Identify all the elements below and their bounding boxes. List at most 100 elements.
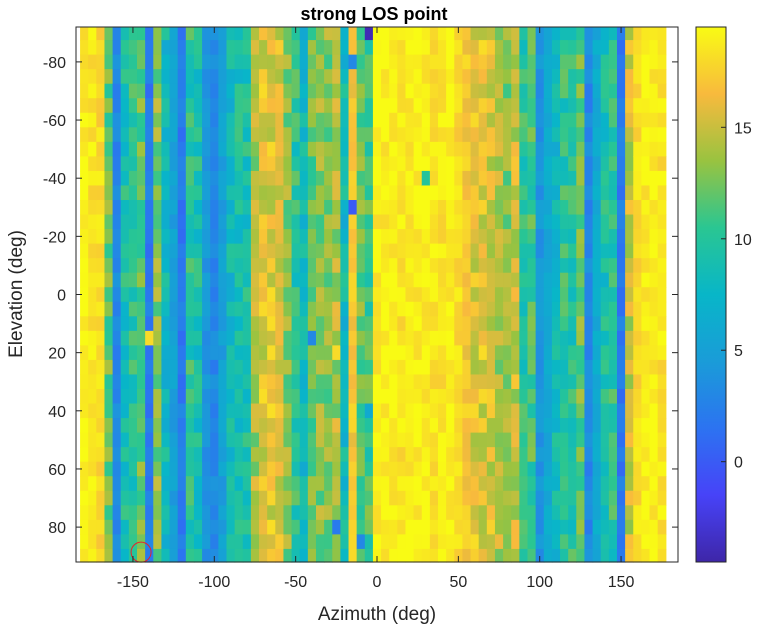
heatmap-cell <box>128 316 138 332</box>
heatmap-cell <box>413 112 423 128</box>
heatmap-cell <box>177 54 187 70</box>
heatmap-cell <box>259 505 268 521</box>
heatmap-cell <box>283 258 293 274</box>
heatmap-cell <box>421 534 431 550</box>
heatmap-cell <box>551 359 561 376</box>
heatmap-cell <box>250 112 260 128</box>
heatmap-cell <box>234 403 244 419</box>
heatmap-cell <box>633 98 642 114</box>
heatmap-cell <box>527 505 537 521</box>
heatmap-cell <box>226 461 236 477</box>
heatmap-cell <box>551 83 561 99</box>
heatmap-cell <box>112 519 122 535</box>
heatmap-cell <box>372 534 382 550</box>
heatmap-cell <box>503 127 512 143</box>
heatmap-cell <box>429 490 439 506</box>
heatmap-cell <box>527 170 537 187</box>
heatmap-cell <box>112 505 122 521</box>
heatmap-cell <box>275 447 285 463</box>
heatmap-cell <box>340 27 350 41</box>
heatmap-cell <box>153 200 163 216</box>
heatmap-cell <box>535 243 545 259</box>
heatmap-cell <box>576 345 586 361</box>
heatmap-cell <box>486 185 496 201</box>
heatmap-cell <box>438 447 447 463</box>
heatmap-cell <box>299 141 309 157</box>
heatmap-cell <box>454 301 464 317</box>
heatmap-cell <box>381 374 390 390</box>
heatmap-cell <box>600 287 610 303</box>
heatmap-cell <box>462 170 472 187</box>
heatmap-cell <box>592 170 602 187</box>
heatmap-cell <box>543 98 553 114</box>
heatmap-cell <box>283 461 293 477</box>
heatmap-cell <box>193 316 203 332</box>
heatmap-cell <box>543 476 553 492</box>
heatmap-cell <box>413 476 423 492</box>
heatmap-cell <box>421 200 431 216</box>
heatmap-cell <box>641 27 651 41</box>
y-tick-label: 20 <box>48 346 66 363</box>
heatmap-cell <box>421 127 431 143</box>
heatmap-cell <box>202 69 211 85</box>
heatmap-cell <box>104 214 114 230</box>
heatmap-cell <box>381 98 390 114</box>
heatmap-cell <box>649 447 659 463</box>
heatmap-cell <box>535 40 545 56</box>
heatmap-cell <box>88 27 97 41</box>
heatmap-cell <box>88 490 97 506</box>
heatmap-cell <box>185 127 195 143</box>
heatmap-cell <box>177 69 187 85</box>
heatmap-cell <box>413 27 423 41</box>
heatmap-cell <box>560 476 569 492</box>
heatmap-cell <box>527 185 537 201</box>
heatmap-cell <box>527 200 537 216</box>
heatmap-cell <box>421 27 431 41</box>
heatmap-cell <box>80 69 89 85</box>
heatmap-cell <box>80 185 89 201</box>
heatmap-cell <box>372 345 382 361</box>
heatmap-cell <box>226 98 236 114</box>
heatmap-cell <box>324 243 333 259</box>
heatmap-cell <box>161 27 171 41</box>
heatmap-cell <box>560 185 569 201</box>
heatmap-cell <box>616 301 626 317</box>
heatmap-cell <box>470 83 480 99</box>
heatmap-cell <box>250 272 260 288</box>
heatmap-cell <box>283 301 293 317</box>
heatmap-cell <box>356 170 366 187</box>
heatmap-cell <box>584 27 594 41</box>
heatmap-cell <box>600 301 610 317</box>
heatmap-cell <box>527 112 537 128</box>
heatmap-cell <box>511 548 520 563</box>
heatmap-cell <box>535 374 545 390</box>
heatmap-cell <box>454 548 464 563</box>
heatmap-cell <box>454 403 464 419</box>
heatmap-cell <box>576 447 586 463</box>
heatmap-cell <box>527 54 537 70</box>
heatmap-cell <box>413 229 423 245</box>
heatmap-cell <box>169 432 179 448</box>
heatmap-cell <box>242 243 252 259</box>
heatmap-cell <box>551 229 561 245</box>
heatmap-cell <box>364 316 374 332</box>
heatmap-cell <box>486 359 496 376</box>
heatmap-cell <box>177 519 187 535</box>
heatmap-cell <box>283 432 293 448</box>
heatmap-cell <box>503 374 512 390</box>
heatmap-cell <box>372 54 382 70</box>
heatmap-cell <box>600 519 610 535</box>
heatmap-cell <box>275 330 285 346</box>
heatmap-cell <box>616 505 626 521</box>
heatmap-cell <box>560 40 569 56</box>
heatmap-cell <box>218 69 228 85</box>
heatmap-cell <box>389 505 398 521</box>
heatmap-cell <box>511 287 520 303</box>
heatmap-cell <box>250 83 260 99</box>
heatmap-cell <box>112 185 122 201</box>
heatmap-cell <box>381 461 390 477</box>
heatmap-cell <box>340 156 350 172</box>
heatmap-cell <box>486 345 496 361</box>
heatmap-cell <box>291 461 301 477</box>
heatmap-cell <box>397 27 407 41</box>
